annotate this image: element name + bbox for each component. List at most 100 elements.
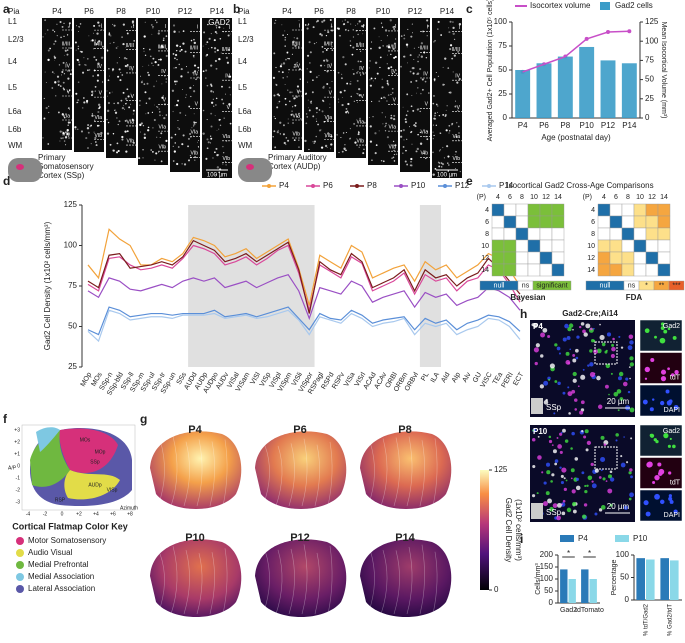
cell (296, 61, 298, 63)
cell (116, 62, 119, 64)
legend-swatch (615, 535, 629, 542)
cell (278, 94, 281, 97)
region-label: MOs (80, 437, 91, 443)
cell (394, 38, 397, 40)
cell (284, 45, 286, 47)
cell (440, 162, 443, 164)
cell (306, 116, 309, 118)
legend-label: Isocortex volume (530, 1, 591, 10)
cell (548, 439, 553, 444)
cell (210, 33, 212, 35)
cell (292, 122, 294, 124)
cell (329, 87, 331, 89)
matrix-cell (597, 227, 611, 241)
cell (644, 366, 651, 373)
y-tick-label: 100 (645, 36, 659, 45)
cell (378, 130, 380, 132)
cell (415, 122, 417, 124)
cell (227, 34, 230, 37)
cell (293, 139, 296, 142)
col-label: 12 (542, 194, 550, 201)
cell (218, 171, 221, 174)
cell (575, 477, 579, 481)
cell (410, 81, 412, 83)
region-outline (288, 548, 295, 615)
cell (124, 64, 127, 68)
cell (342, 132, 345, 134)
cell (447, 67, 450, 69)
cell (113, 24, 116, 27)
cell (390, 66, 393, 69)
cell (618, 371, 624, 377)
cell (432, 102, 435, 105)
cell (216, 166, 220, 169)
cell (209, 142, 212, 144)
cell (145, 113, 147, 115)
cell (165, 139, 168, 142)
cell (570, 468, 575, 473)
cell (160, 132, 163, 135)
y-tick-label: -3 (16, 499, 21, 505)
cell (101, 45, 104, 48)
cell (432, 131, 434, 133)
column-layer: II/III (292, 41, 300, 47)
inset-image (639, 319, 683, 352)
cell (390, 93, 392, 96)
cell (117, 123, 119, 126)
micrograph (170, 18, 200, 172)
column-layer: V (329, 90, 333, 96)
cell (543, 481, 547, 485)
cell (63, 54, 65, 56)
matrix-cell (645, 203, 659, 217)
layer-label: L5 (8, 83, 17, 92)
cell (373, 27, 376, 30)
cell (158, 108, 160, 110)
cell (331, 49, 334, 51)
cell (625, 377, 629, 381)
cell (654, 335, 657, 339)
cell (331, 45, 333, 48)
cell (278, 100, 281, 103)
cell (139, 131, 141, 133)
cell (386, 45, 389, 48)
cell (356, 93, 359, 95)
cell (194, 159, 196, 161)
colorbar-label: Gad2 Cell Density (504, 498, 513, 562)
micrograph (304, 18, 334, 152)
cell (533, 347, 539, 353)
region-outline (157, 553, 165, 615)
cell (61, 134, 63, 136)
legend-marker (487, 184, 491, 188)
cell (216, 129, 218, 131)
cell (306, 68, 308, 70)
cell (222, 152, 225, 154)
cell (108, 67, 110, 70)
cell (667, 367, 670, 371)
layer-label: L4 (238, 57, 247, 66)
cell (579, 325, 582, 329)
matrix-cell (515, 227, 529, 241)
cell (543, 380, 549, 386)
region-outline (262, 445, 270, 507)
cell (323, 19, 326, 22)
cell (143, 136, 147, 139)
cell (349, 128, 351, 130)
cell (330, 135, 333, 138)
cell (115, 47, 118, 49)
cell (551, 473, 555, 477)
cell (44, 19, 47, 22)
cell (86, 101, 88, 104)
cell (288, 69, 290, 71)
cell (554, 343, 558, 347)
cell (330, 143, 333, 146)
cell (91, 113, 93, 115)
cell (120, 99, 123, 102)
cell (327, 132, 329, 134)
cell (107, 101, 111, 105)
cell (165, 114, 168, 116)
y-tick-label: 50 (544, 586, 553, 595)
cell (139, 123, 142, 127)
cell (325, 136, 326, 138)
cell (131, 70, 134, 72)
region-label: VISp (107, 487, 118, 493)
